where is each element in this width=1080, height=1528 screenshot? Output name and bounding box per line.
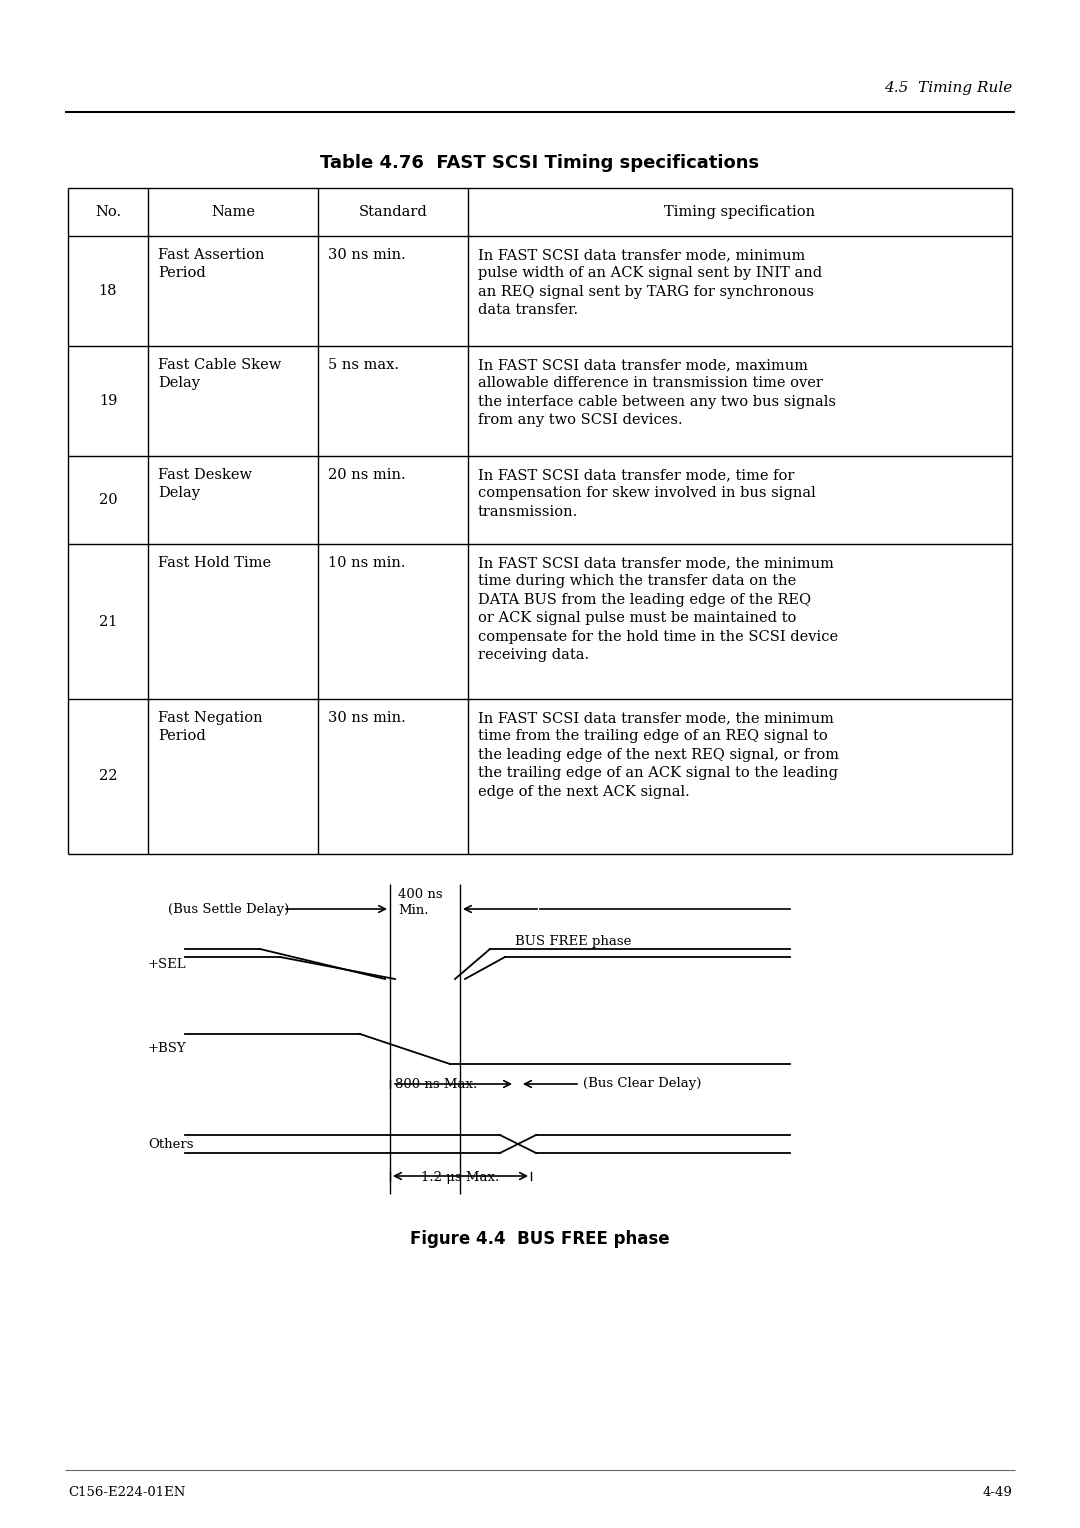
Text: Others: Others [148, 1137, 193, 1151]
Text: Figure 4.4  BUS FREE phase: Figure 4.4 BUS FREE phase [410, 1230, 670, 1248]
Text: 1.2 μs Max.: 1.2 μs Max. [421, 1170, 500, 1184]
Text: In FAST SCSI data transfer mode, minimum
pulse width of an ACK signal sent by IN: In FAST SCSI data transfer mode, minimum… [478, 248, 822, 318]
Text: In FAST SCSI data transfer mode, the minimum
time from the trailing edge of an R: In FAST SCSI data transfer mode, the min… [478, 711, 839, 799]
Text: 18: 18 [98, 284, 118, 298]
Text: Timing specification: Timing specification [664, 205, 815, 219]
Text: In FAST SCSI data transfer mode, time for
compensation for skew involved in bus : In FAST SCSI data transfer mode, time fo… [478, 468, 815, 520]
Text: +SEL: +SEL [148, 958, 187, 970]
Text: (Bus Settle Delay): (Bus Settle Delay) [168, 903, 289, 915]
Text: Table 4.76  FAST SCSI Timing specifications: Table 4.76 FAST SCSI Timing specificatio… [321, 154, 759, 173]
Text: 20 ns min.: 20 ns min. [328, 468, 406, 481]
Text: (Bus Clear Delay): (Bus Clear Delay) [583, 1077, 701, 1091]
Text: Name: Name [211, 205, 255, 219]
Text: 21: 21 [98, 614, 118, 628]
Text: 400 ns
Min.: 400 ns Min. [399, 888, 443, 917]
Text: 10 ns min.: 10 ns min. [328, 556, 405, 570]
Text: BUS FREE phase: BUS FREE phase [515, 935, 632, 947]
Text: Fast Negation
Period: Fast Negation Period [158, 711, 262, 744]
Text: Fast Hold Time: Fast Hold Time [158, 556, 271, 570]
Text: 4-49: 4-49 [982, 1487, 1012, 1499]
Text: Fast Assertion
Period: Fast Assertion Period [158, 248, 265, 281]
Text: In FAST SCSI data transfer mode, maximum
allowable difference in transmission ti: In FAST SCSI data transfer mode, maximum… [478, 358, 836, 428]
Text: 4.5  Timing Rule: 4.5 Timing Rule [883, 81, 1012, 95]
Text: 20: 20 [98, 494, 118, 507]
Text: 19: 19 [98, 394, 118, 408]
Text: Fast Deskew
Delay: Fast Deskew Delay [158, 468, 252, 500]
Text: No.: No. [95, 205, 121, 219]
Text: 22: 22 [98, 770, 118, 784]
Text: 30 ns min.: 30 ns min. [328, 248, 406, 261]
Text: 800 ns Max.: 800 ns Max. [395, 1077, 477, 1091]
Text: C156-E224-01EN: C156-E224-01EN [68, 1487, 186, 1499]
Text: Fast Cable Skew
Delay: Fast Cable Skew Delay [158, 358, 281, 390]
Text: 5 ns max.: 5 ns max. [328, 358, 399, 371]
Text: Standard: Standard [359, 205, 428, 219]
Text: +BSY: +BSY [148, 1042, 187, 1056]
Text: In FAST SCSI data transfer mode, the minimum
time during which the transfer data: In FAST SCSI data transfer mode, the min… [478, 556, 838, 662]
Text: 30 ns min.: 30 ns min. [328, 711, 406, 724]
